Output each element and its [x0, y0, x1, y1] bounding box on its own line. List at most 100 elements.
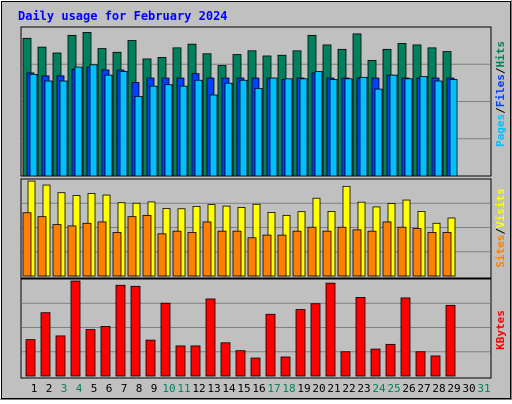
kbytes-bar	[220, 342, 231, 377]
pages-bar	[104, 74, 113, 177]
kbytes-bar	[400, 297, 411, 377]
hits-bars	[22, 32, 458, 177]
pages-bar	[194, 79, 203, 177]
sites-bar	[22, 212, 32, 277]
kbytes-bar	[445, 304, 456, 377]
sites-bar	[202, 221, 212, 277]
kbytes-grid	[22, 302, 490, 353]
sites-bar	[187, 232, 197, 277]
pages-bar	[359, 76, 368, 177]
pages-bar	[119, 71, 128, 177]
day-label: 15	[237, 382, 250, 395]
sites-bar	[247, 237, 257, 277]
sites-bar	[322, 230, 332, 277]
day-label: 12	[192, 382, 205, 395]
kbytes-bar	[175, 345, 186, 377]
sites-bar	[232, 230, 242, 277]
legend-label: Visits	[494, 188, 507, 228]
pages-bar	[284, 78, 293, 177]
day-label: 31	[477, 382, 490, 395]
sites-bar	[397, 226, 407, 277]
sites-bar	[97, 221, 107, 277]
kbytes-bar	[190, 345, 201, 377]
kbytes-bar	[280, 356, 291, 377]
kbytes-bar	[160, 302, 171, 377]
pages-bar	[134, 96, 143, 177]
day-label: 16	[252, 382, 265, 395]
sites-bar	[352, 229, 362, 277]
kbytes-bar	[85, 329, 96, 377]
pages-bar	[239, 79, 248, 177]
pages-bar	[434, 80, 443, 177]
pages-bar	[254, 87, 263, 177]
sites-bar	[427, 232, 437, 277]
day-label: 26	[402, 382, 415, 395]
sites-bar	[307, 226, 317, 277]
sites-bar	[52, 224, 62, 277]
legend-label: /	[494, 107, 507, 114]
day-label: 11	[177, 382, 190, 395]
day-label: 27	[417, 382, 430, 395]
pages-bar	[209, 94, 218, 177]
day-label: 7	[121, 382, 128, 395]
pages-bar	[344, 78, 353, 177]
legend-label: KBytes	[494, 310, 507, 350]
day-label: 8	[136, 382, 143, 395]
kbytes-bar	[235, 350, 246, 377]
sites-bar	[172, 230, 182, 277]
sites-bar	[277, 234, 287, 277]
pages-bar	[449, 79, 458, 177]
sites-bar	[37, 216, 47, 277]
pages-bar	[269, 77, 278, 177]
kbytes-bar	[385, 343, 396, 377]
day-axis-labels: 1 2 3 4 5 6 7 8 9 10 11 12 13 14 15 16 17 18 19 20 21 22 23 24 2…	[31, 382, 491, 395]
kbytes-bar	[265, 313, 276, 377]
kbytes-bar	[40, 312, 51, 377]
day-label: 9	[151, 382, 158, 395]
pages-bar	[224, 82, 233, 177]
kbytes-bar	[295, 309, 306, 377]
pages-bar	[74, 66, 83, 177]
legend-text: KBytes	[494, 310, 507, 350]
day-label: 2	[46, 382, 53, 395]
sites-bar	[217, 230, 227, 277]
kbytes-bar	[130, 285, 141, 377]
pages-bar	[374, 88, 383, 177]
day-label: 25	[387, 382, 400, 395]
legend-text: Pages/Files/Hits	[494, 41, 507, 147]
day-label: 14	[222, 382, 236, 395]
kbytes-bar	[70, 280, 81, 377]
kbytes-bar	[25, 339, 36, 377]
sites-bar	[127, 216, 137, 277]
day-label: 13	[207, 382, 220, 395]
legend-label: Files	[494, 74, 507, 107]
day-label: 23	[357, 382, 370, 395]
pages-bar	[419, 76, 428, 177]
day-label: 6	[106, 382, 113, 395]
day-label: 5	[91, 382, 98, 395]
kbytes-bar	[250, 357, 261, 377]
legend-label: Hits	[494, 41, 507, 68]
kbytes-bar	[310, 303, 321, 377]
pages-bar	[149, 85, 158, 177]
sites-bar	[442, 232, 452, 277]
sites-bar	[112, 232, 122, 277]
kbytes-bar	[355, 296, 366, 377]
day-label: 21	[327, 382, 340, 395]
legend-text: Sites/Visits	[494, 188, 507, 268]
day-label: 1	[31, 382, 38, 395]
kbytes-bar	[325, 282, 336, 377]
kbytes-bar	[205, 298, 216, 377]
day-label: 3	[61, 382, 68, 395]
kbytes-bar	[340, 351, 351, 377]
sites-bar	[337, 226, 347, 277]
kbytes-bar	[100, 326, 111, 377]
hits-legend: Pages/Files/Hits	[494, 41, 507, 147]
day-label: 22	[342, 382, 355, 395]
day-label: 30	[462, 382, 475, 395]
sites-bar	[412, 228, 422, 277]
legend-label: /	[494, 67, 507, 74]
sites-bar	[157, 233, 167, 277]
